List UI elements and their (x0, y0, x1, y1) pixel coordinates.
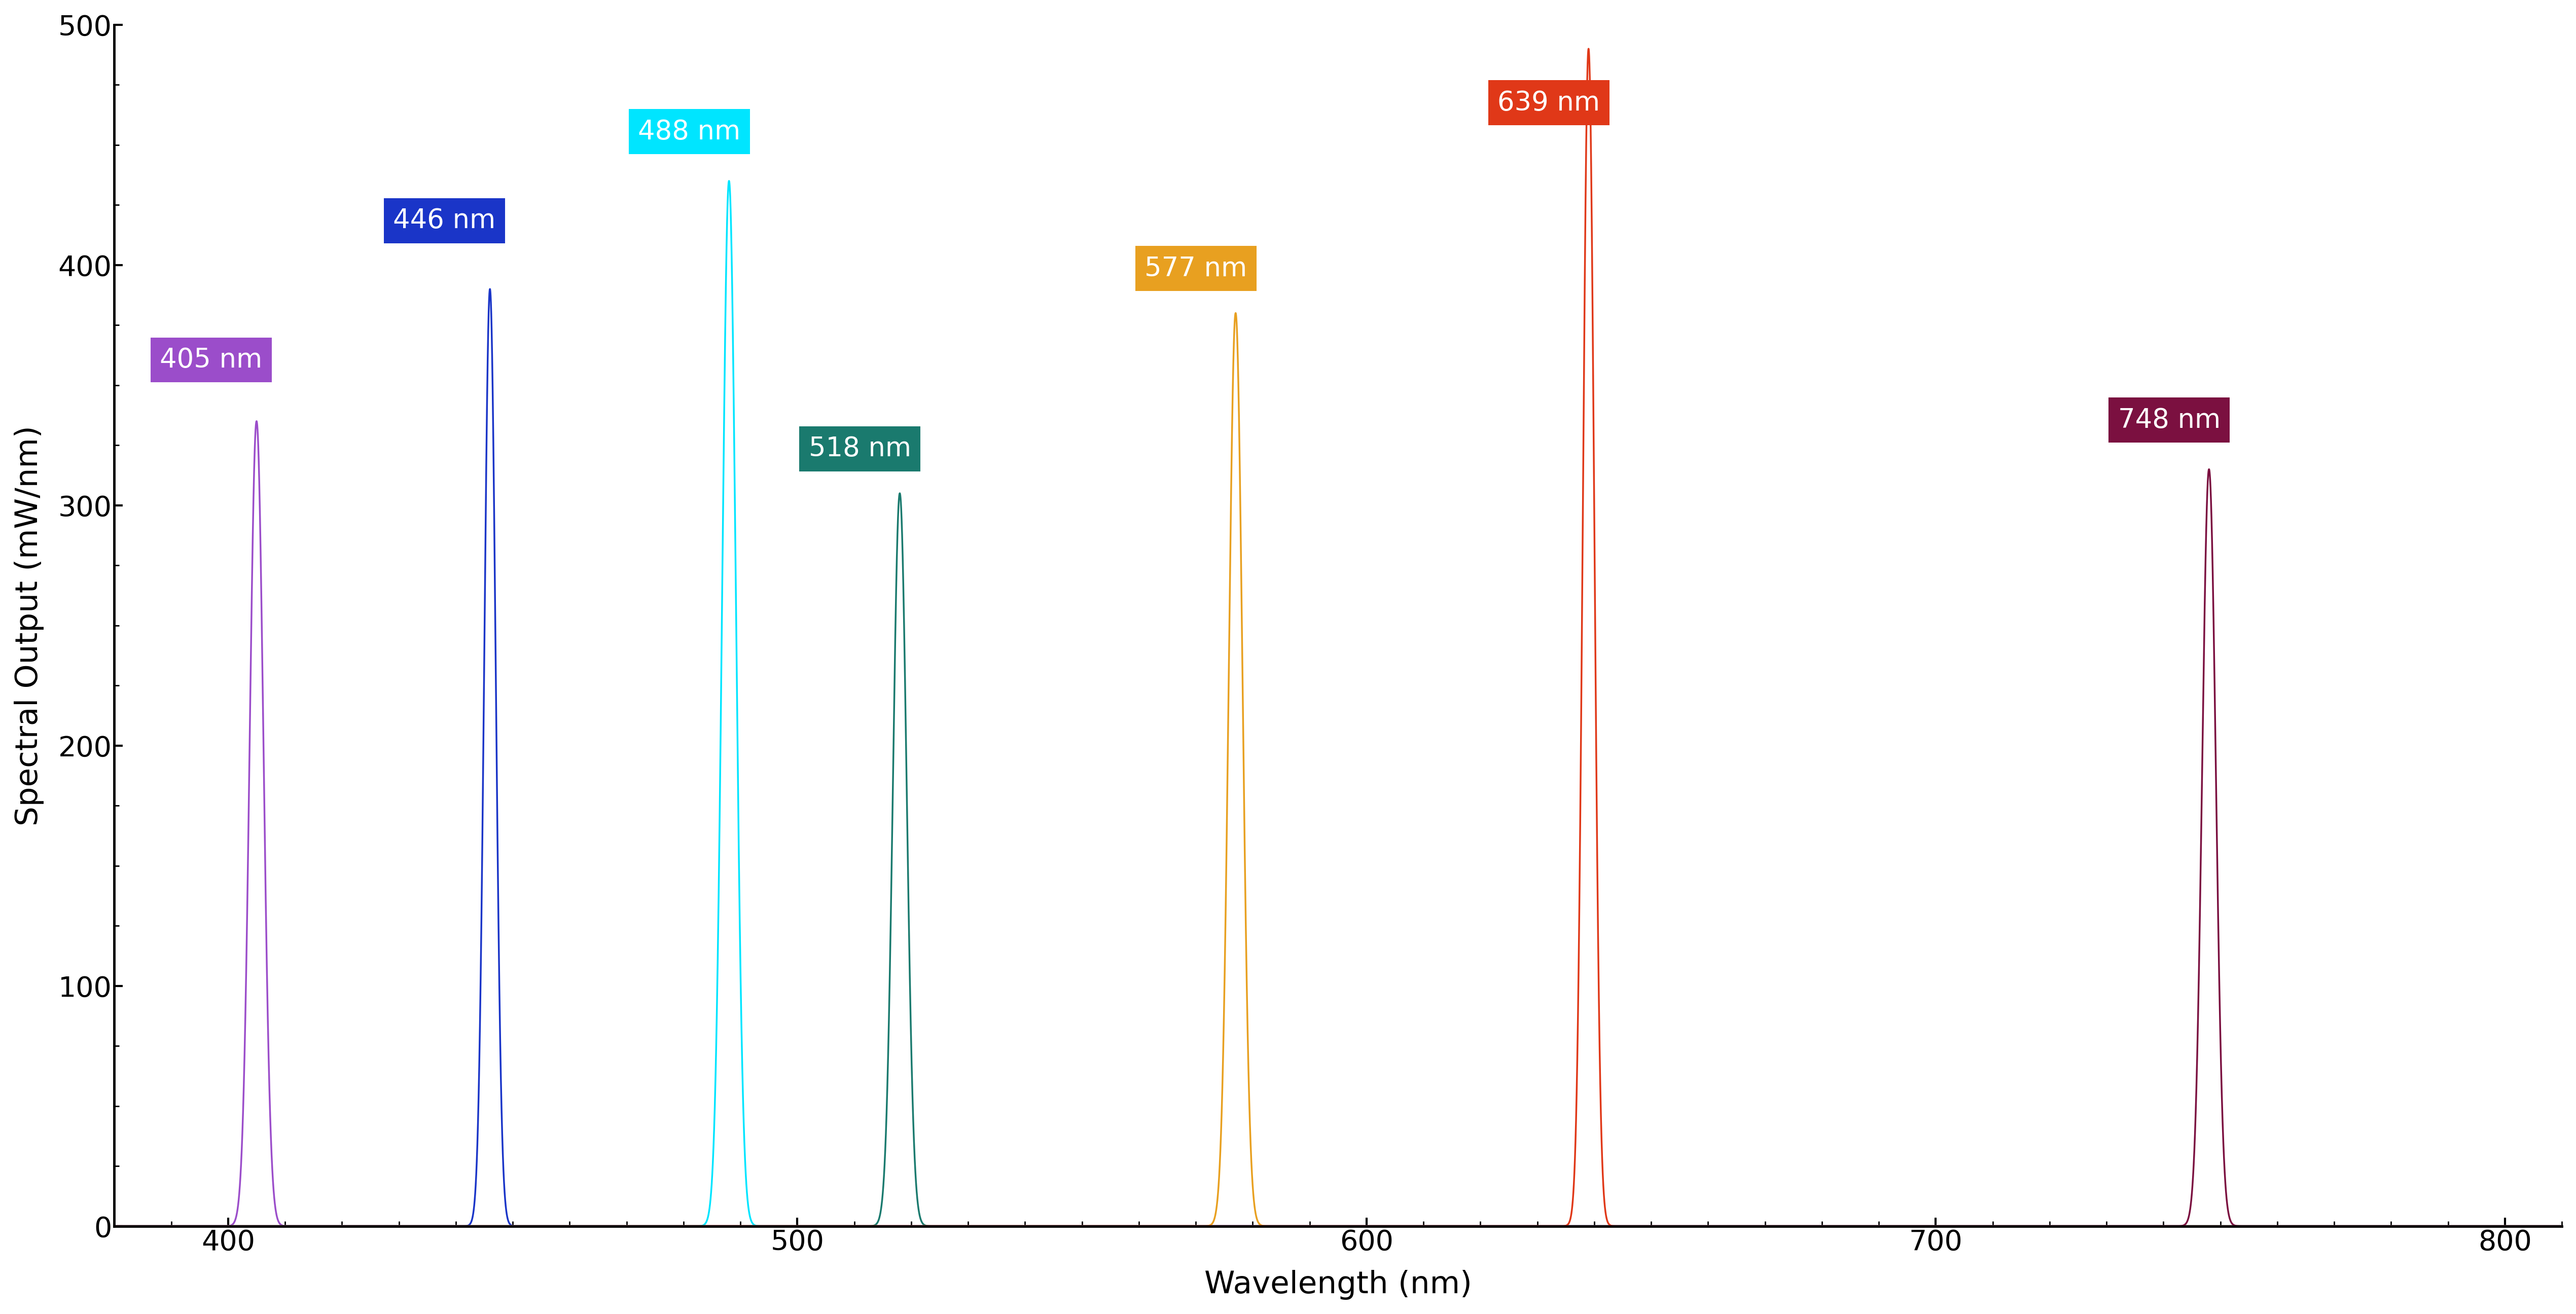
Text: 446 nm: 446 nm (394, 208, 495, 234)
Text: 577 nm: 577 nm (1144, 255, 1247, 281)
Text: 488 nm: 488 nm (639, 118, 739, 145)
Y-axis label: Spectral Output (mW/nm): Spectral Output (mW/nm) (13, 426, 44, 825)
X-axis label: Wavelength (nm): Wavelength (nm) (1203, 1271, 1471, 1300)
Text: 405 nm: 405 nm (160, 347, 263, 373)
Text: 639 nm: 639 nm (1497, 89, 1600, 116)
Text: 518 nm: 518 nm (809, 436, 912, 463)
Text: 748 nm: 748 nm (2117, 407, 2221, 434)
